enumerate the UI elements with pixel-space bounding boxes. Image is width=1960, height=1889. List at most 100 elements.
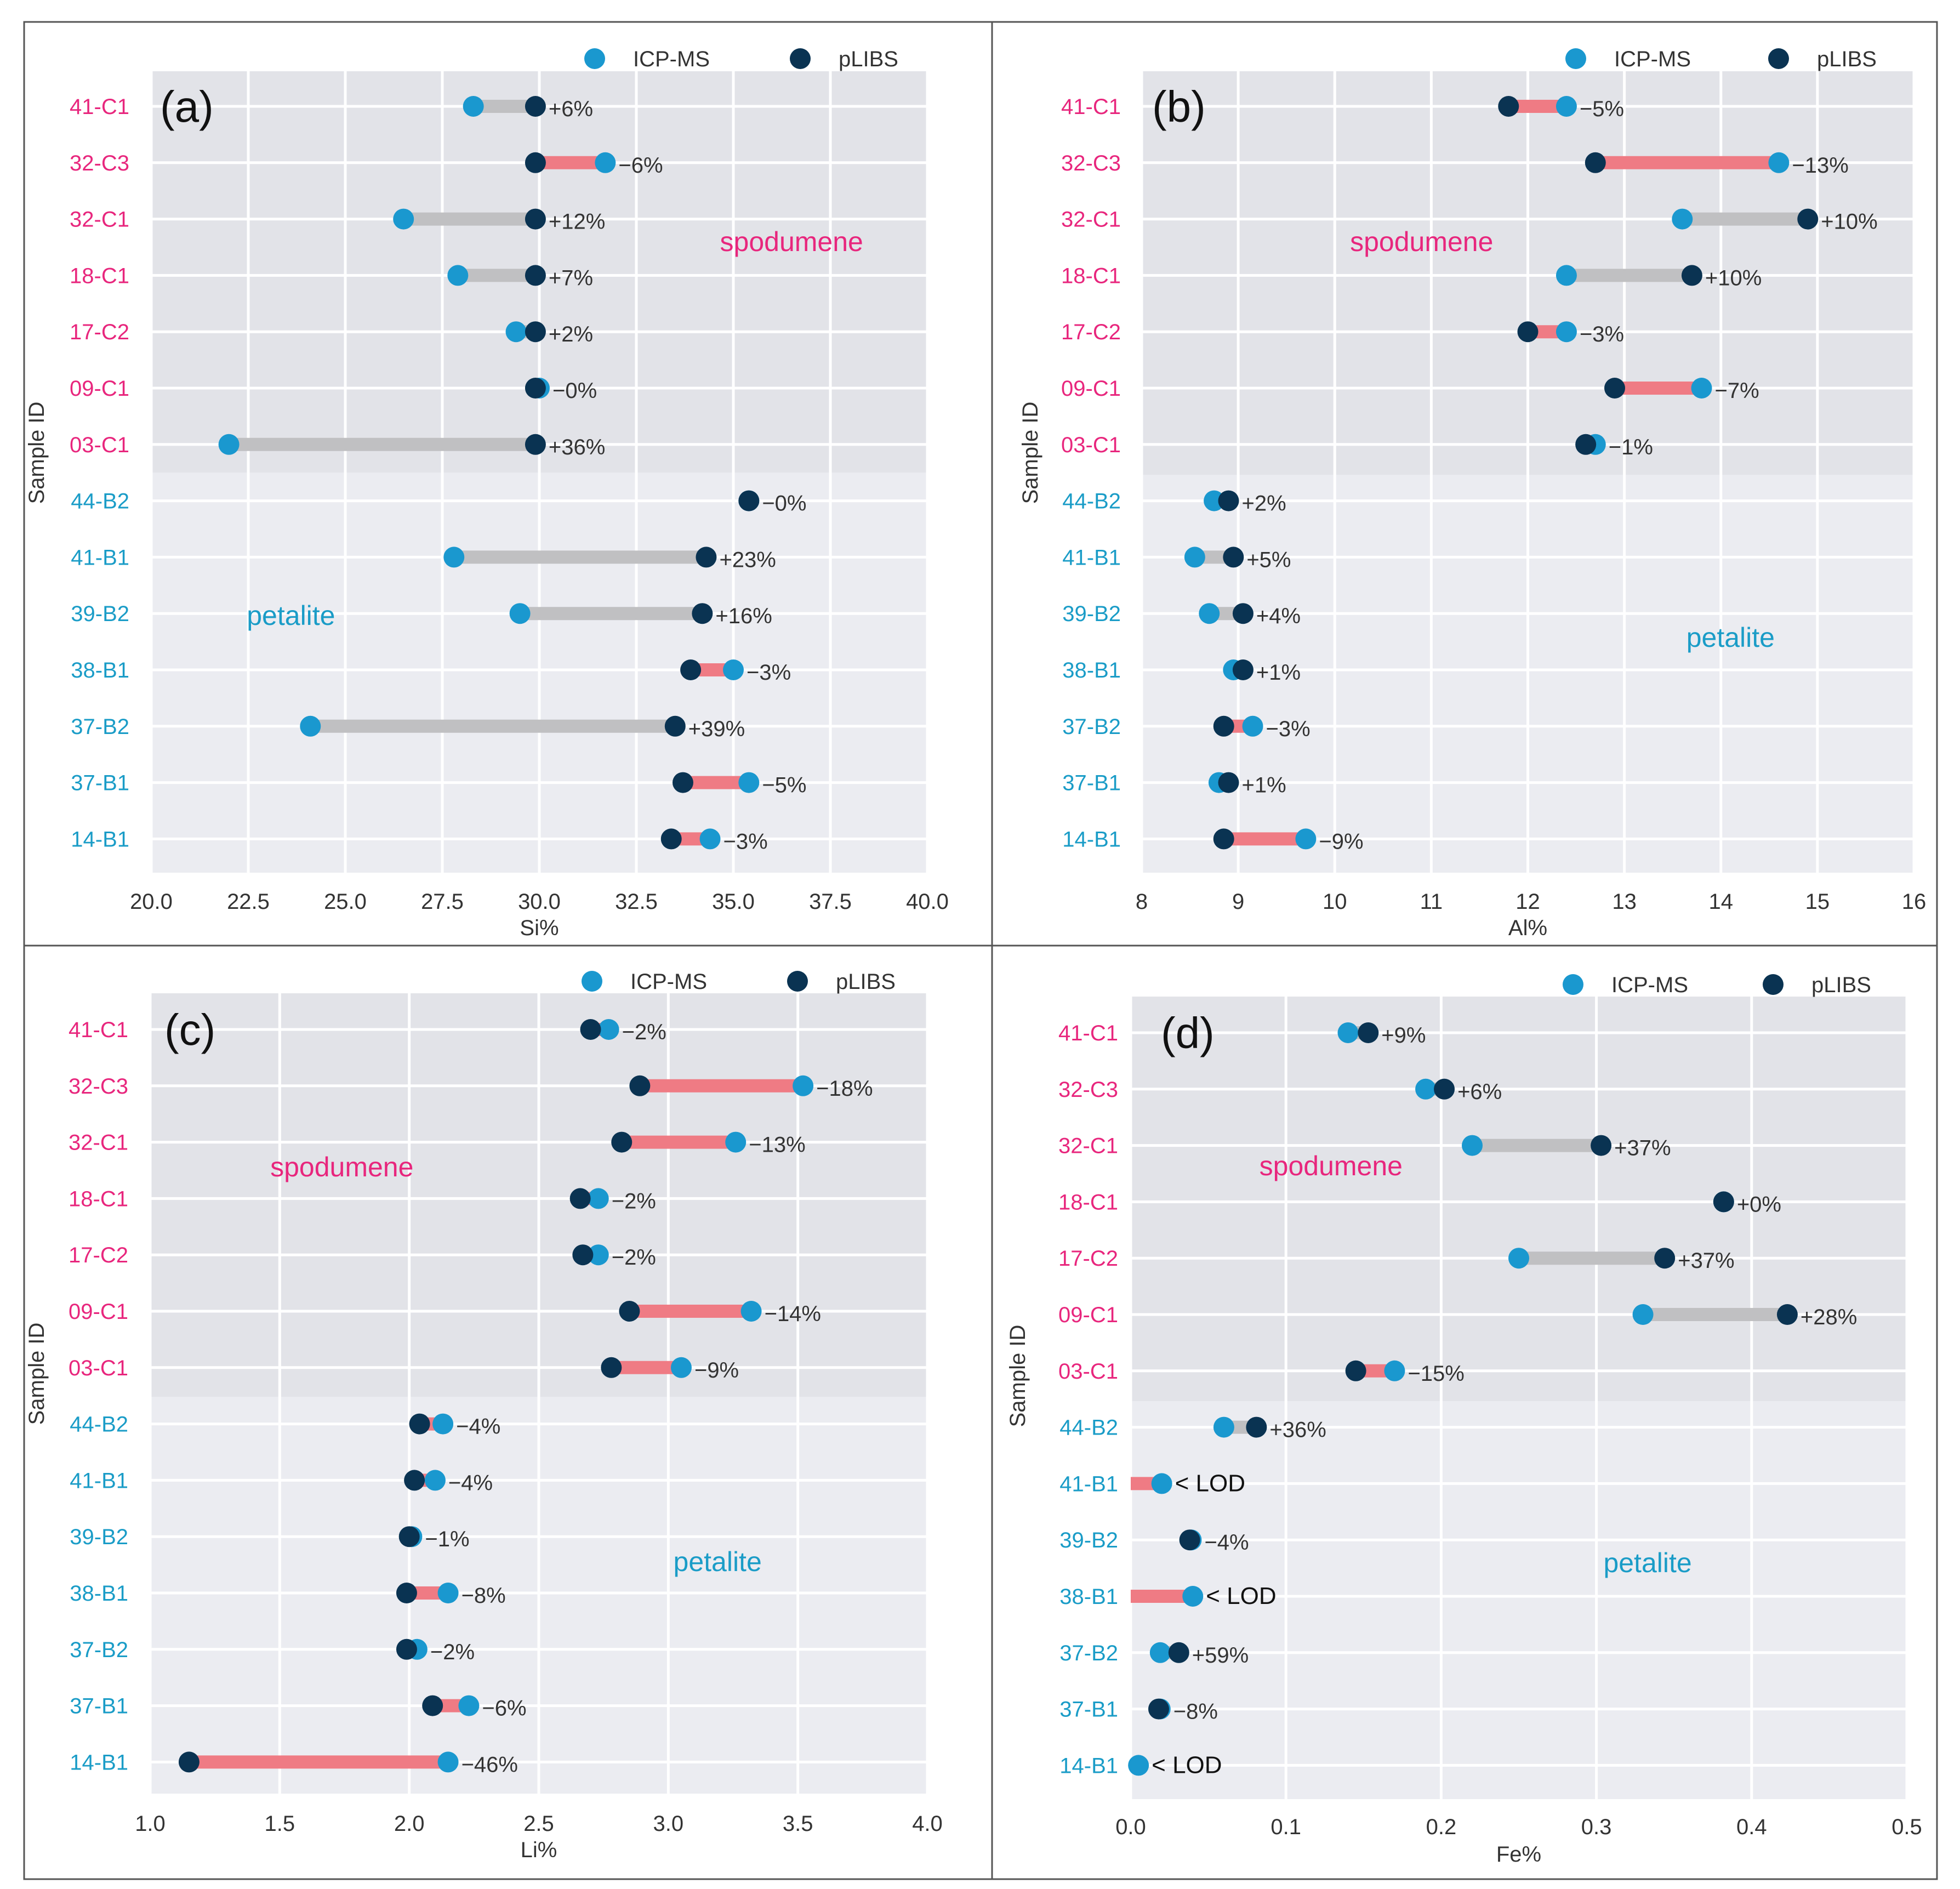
plibs-point	[525, 208, 546, 230]
difference-annotation: +16%	[715, 604, 772, 628]
plibs-point	[525, 96, 546, 117]
difference-annotation: −1%	[425, 1527, 469, 1551]
legend-libs-label: pLIBS	[1817, 47, 1877, 71]
sample-id-label: 03-C1	[1061, 433, 1121, 457]
sample-id-label: 37-B1	[1062, 771, 1121, 795]
outer-border	[23, 21, 1938, 1880]
difference-annotation: +6%	[1457, 1080, 1502, 1104]
icp-ms-point	[1556, 321, 1577, 343]
icp-ms-point	[1213, 1416, 1234, 1438]
plibs-point	[1797, 208, 1819, 230]
plibs-point	[1213, 828, 1234, 850]
legend-icp-label: ICP-MS	[633, 47, 710, 71]
sample-id-label: 32-C1	[69, 1131, 128, 1155]
group-label-spodumene: spodumene	[1350, 226, 1493, 257]
icp-ms-point	[458, 1695, 480, 1716]
x-tick-label: 22.5	[227, 890, 270, 914]
sample-id-label: 41-C1	[69, 1018, 128, 1042]
sample-id-label: 14-B1	[70, 1750, 128, 1774]
difference-annotation: < LOD	[1206, 1583, 1276, 1609]
sample-id-label: 17-C2	[1058, 1247, 1118, 1271]
legend-libs-marker	[790, 48, 811, 69]
icp-ms-point	[1384, 1360, 1405, 1381]
icp-ms-point	[432, 1413, 454, 1435]
plibs-point	[404, 1470, 425, 1491]
plibs-point	[629, 1075, 651, 1096]
plibs-point	[1591, 1135, 1612, 1156]
legend-icp-label: ICP-MS	[1614, 47, 1691, 71]
plibs-point	[422, 1695, 443, 1716]
sample-id-label: 44-B2	[1062, 490, 1121, 514]
x-tick-label: 9	[1232, 890, 1244, 914]
x-tick-label: 3.0	[653, 1812, 684, 1836]
icp-ms-point	[1768, 152, 1790, 173]
chart-panel-4: 0.0 0.1 0.2 0.3 0.4 0.5 Fe% Sample ID ICP-MS pLIB…	[1006, 973, 1922, 1867]
legend-icp-marker	[1565, 48, 1586, 69]
chart-panel-3: 1.0 1.5 2.0 2.5 3.0 3.5 4.0 Li% Sample ID ICP-MS p…	[25, 970, 943, 1862]
plibs-point	[601, 1357, 622, 1378]
difference-annotation: −2%	[430, 1640, 475, 1664]
difference-annotation: +10%	[1705, 266, 1762, 290]
difference-annotation: −2%	[612, 1189, 656, 1213]
icp-ms-point	[1462, 1135, 1483, 1156]
icp-ms-point	[723, 659, 744, 680]
sample-id-label: 38-B1	[1059, 1585, 1118, 1609]
y-axis-label: Sample ID	[25, 1323, 49, 1425]
icp-ms-point	[738, 772, 760, 793]
x-tick-label: 0.0	[1115, 1815, 1146, 1839]
difference-annotation: −9%	[1319, 829, 1363, 854]
sample-id-label: 37-B2	[71, 715, 129, 739]
difference-annotation: +23%	[719, 548, 776, 572]
legend-libs-marker	[1763, 974, 1784, 995]
icp-ms-point	[1556, 96, 1577, 117]
legend-libs-marker	[787, 971, 808, 992]
difference-annotation: −8%	[461, 1584, 506, 1608]
plibs-point	[1585, 152, 1606, 173]
x-tick-label: 0.4	[1736, 1815, 1767, 1839]
difference-annotation: −1%	[1609, 435, 1653, 459]
group-label-petalite: petalite	[1603, 1547, 1691, 1578]
sample-id-label: 14-B1	[1062, 827, 1121, 851]
plibs-point	[664, 715, 686, 737]
plibs-point	[1168, 1642, 1189, 1663]
plibs-point	[1654, 1248, 1676, 1269]
icp-ms-point	[443, 547, 465, 568]
plibs-point	[178, 1751, 200, 1773]
x-tick-label: 16	[1902, 890, 1927, 914]
sample-id-label: 44-B2	[71, 490, 129, 514]
legend-libs-marker	[1768, 48, 1789, 69]
difference-annotation: −3%	[1580, 322, 1624, 346]
sample-id-label: 18-C1	[1058, 1190, 1118, 1214]
icp-ms-point	[1295, 828, 1317, 850]
difference-annotation: +37%	[1614, 1136, 1671, 1160]
sample-id-label: 09-C1	[1061, 377, 1121, 401]
icp-ms-point	[424, 1470, 446, 1491]
icp-ms-point	[505, 321, 527, 343]
plibs-point	[580, 1019, 601, 1040]
icp-ms-point	[1672, 208, 1693, 230]
sample-id-label: 37-B2	[70, 1638, 128, 1662]
sample-id-label: 41-C1	[70, 95, 129, 119]
difference-annotation: +39%	[688, 717, 745, 741]
plibs-point	[1232, 603, 1254, 624]
difference-annotation: −4%	[448, 1471, 493, 1495]
sample-id-label: 39-B2	[70, 1525, 128, 1549]
icp-ms-point	[740, 1301, 762, 1322]
icp-ms-point	[447, 265, 469, 286]
plibs-point	[1604, 378, 1626, 399]
icp-ms-point	[1415, 1078, 1437, 1100]
difference-annotation: −3%	[723, 829, 768, 854]
difference-annotation: −8%	[1173, 1700, 1218, 1724]
chart-panel-2: 8 9 10 11 12 13 14 15 16 Al% Sample ID ICP-MS pLIBS (…	[1018, 47, 1926, 940]
difference-annotation: +36%	[549, 435, 605, 459]
difference-annotation: +28%	[1801, 1305, 1857, 1329]
sample-id-label: 03-C1	[69, 1356, 128, 1380]
plibs-point	[680, 659, 702, 680]
difference-annotation: +12%	[549, 210, 605, 234]
plibs-point	[1713, 1191, 1734, 1213]
icp-ms-point	[437, 1751, 459, 1773]
difference-annotation: +6%	[549, 97, 593, 121]
difference-annotation: +1%	[1256, 661, 1301, 685]
plibs-point	[525, 321, 546, 343]
difference-annotation: +7%	[549, 266, 593, 290]
